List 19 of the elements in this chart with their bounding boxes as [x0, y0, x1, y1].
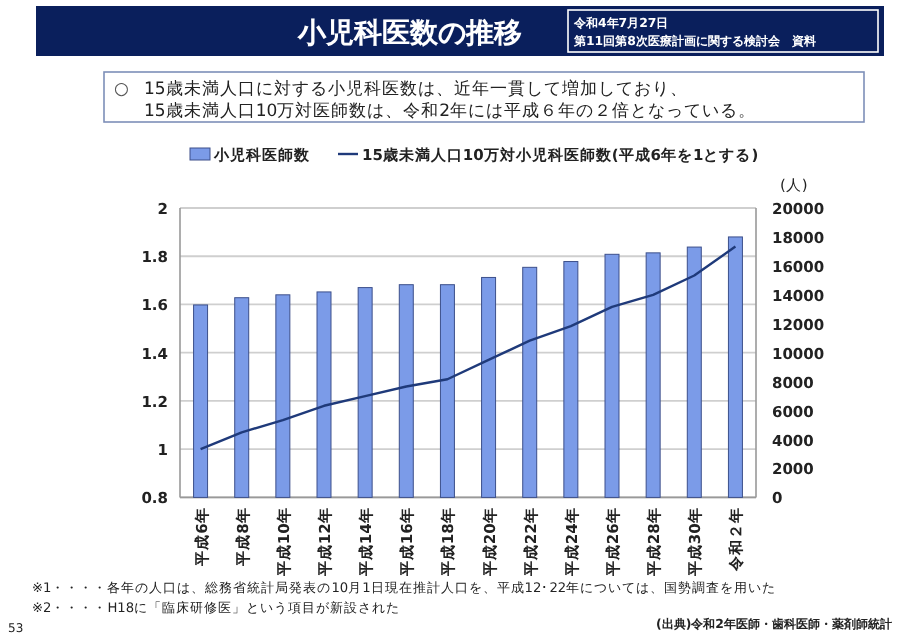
bar [275, 294, 291, 498]
bar [604, 253, 620, 498]
text: 15歳未満人口に対する小児科医数は、近年一貫して増加しており、 [144, 78, 688, 100]
bar [686, 246, 702, 498]
text: 15歳未満人口10万対医師数は、令和2年には平成６年の２倍となっている。 [144, 100, 757, 122]
bar [727, 236, 743, 498]
bar [645, 252, 661, 498]
bar [481, 276, 497, 498]
line-series [199, 245, 737, 451]
bar [563, 261, 579, 498]
bar [234, 297, 250, 498]
bar [316, 291, 332, 498]
bar [522, 266, 538, 498]
bar [193, 304, 209, 498]
bar [439, 284, 455, 498]
chart-title: 小児科医数の推移 [296, 18, 522, 50]
bar [357, 287, 373, 498]
bar [398, 284, 414, 498]
text: ○ [114, 80, 129, 100]
